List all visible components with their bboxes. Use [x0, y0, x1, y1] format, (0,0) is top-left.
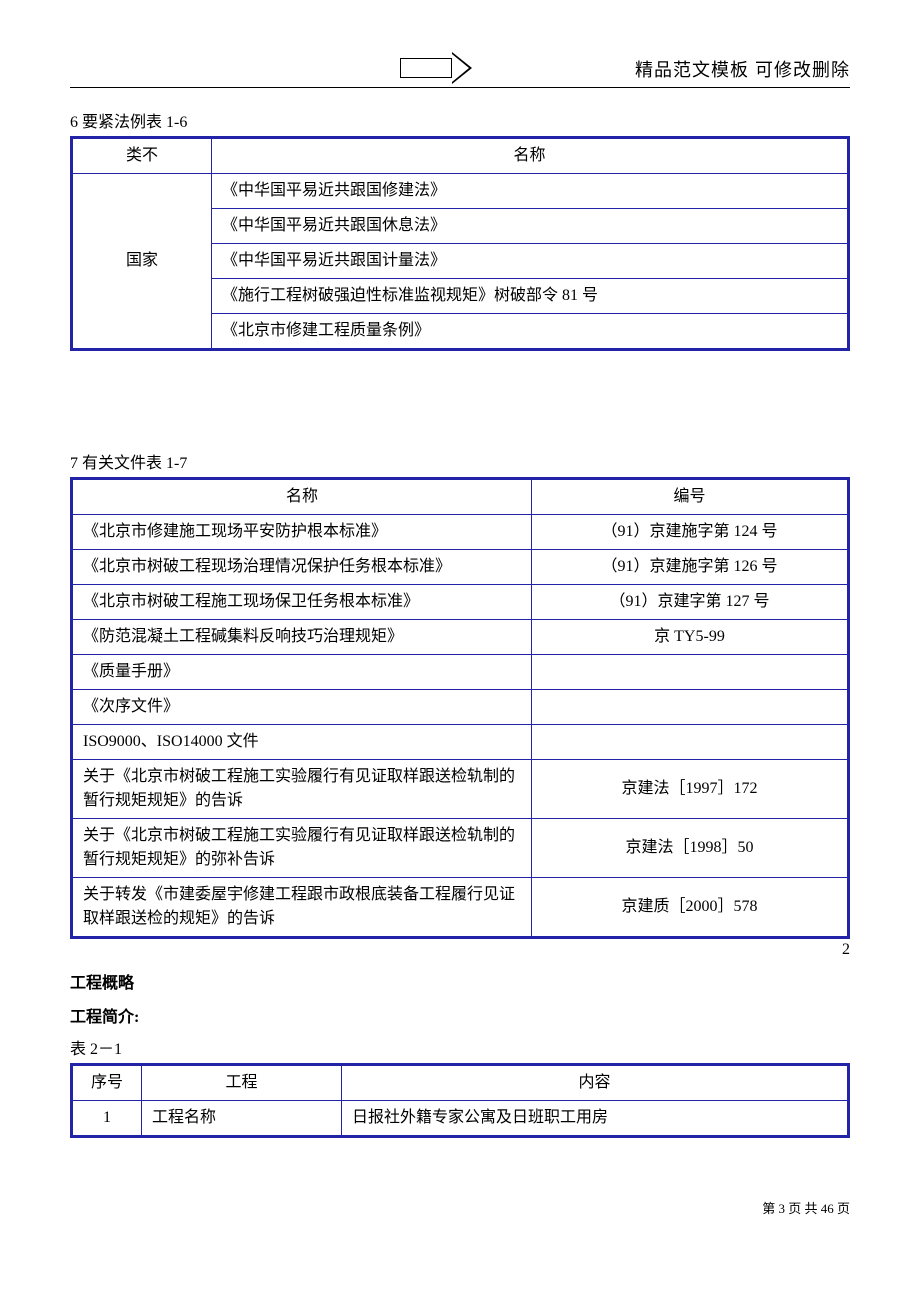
heading-project-intro: 工程简介: — [70, 1003, 850, 1027]
table-row: 关于《北京市树破工程施工实验履行有见证取样跟送检轨制的暂行规矩规矩》的弥补告诉京… — [72, 819, 849, 878]
table-row: 《质量手册》 — [72, 655, 849, 690]
td-name: 《北京市树破工程现场治理情况保护任务根本标准》 — [72, 550, 532, 585]
td-name: 《次序文件》 — [72, 690, 532, 725]
td-name: 《北京市树破工程施工现场保卫任务根本标准》 — [72, 585, 532, 620]
table-row: 《北京市修建施工现场平安防护根本标准》（91）京建施字第 124 号 — [72, 515, 849, 550]
table-1-7: 名称 编号 《北京市修建施工现场平安防护根本标准》（91）京建施字第 124 号… — [70, 477, 850, 939]
td-name: 《北京市修建工程质量条例》 — [212, 314, 849, 350]
table-row: 序号 工程 内容 — [72, 1065, 849, 1101]
td-name: 《中华国平易近共跟国休息法》 — [212, 209, 849, 244]
table-row: 国家 《中华国平易近共跟国修建法》 — [72, 174, 849, 209]
table-2-1-caption: 表 2－1 — [70, 1035, 850, 1059]
td-code: 京建法［1997］172 — [532, 760, 849, 819]
th-project: 工程 — [142, 1065, 342, 1101]
td-code — [532, 725, 849, 760]
table-row: 《北京市树破工程施工现场保卫任务根本标准》（91）京建字第 127 号 — [72, 585, 849, 620]
th-name: 名称 — [72, 479, 532, 515]
td-name: 关于《北京市树破工程施工实验履行有见证取样跟送检轨制的暂行规矩规矩》的弥补告诉 — [72, 819, 532, 878]
table-2-1: 序号 工程 内容 1 工程名称 日报社外籍专家公寓及日班职工用房 — [70, 1063, 850, 1138]
table-row: 1 工程名称 日报社外籍专家公寓及日班职工用房 — [72, 1101, 849, 1137]
td-category: 国家 — [72, 174, 212, 350]
td-project: 工程名称 — [142, 1101, 342, 1137]
table-row: 关于《北京市树破工程施工实验履行有见证取样跟送检轨制的暂行规矩规矩》的告诉京建法… — [72, 760, 849, 819]
th-code: 编号 — [532, 479, 849, 515]
td-content: 日报社外籍专家公寓及日班职工用房 — [342, 1101, 849, 1137]
td-name: 《防范混凝土工程碱集料反响技巧治理规矩》 — [72, 620, 532, 655]
page-header: 精品范文模板 可修改删除 — [70, 60, 850, 88]
header-banner-text: 精品范文模板 可修改删除 — [635, 56, 850, 82]
td-name: 关于《北京市树破工程施工实验履行有见证取样跟送检轨制的暂行规矩规矩》的告诉 — [72, 760, 532, 819]
td-name: ISO9000、ISO14000 文件 — [72, 725, 532, 760]
td-name: 《北京市修建施工现场平安防护根本标准》 — [72, 515, 532, 550]
section-number: 2 — [842, 941, 850, 959]
table-1-6-caption: 6 要紧法例表 1-6 — [70, 108, 850, 132]
td-code: （91）京建字第 127 号 — [532, 585, 849, 620]
td-code — [532, 655, 849, 690]
table-row: 类不 名称 — [72, 138, 849, 174]
td-code: 京 TY5-99 — [532, 620, 849, 655]
table-row: 《北京市树破工程现场治理情况保护任务根本标准》（91）京建施字第 126 号 — [72, 550, 849, 585]
table-1-6: 类不 名称 国家 《中华国平易近共跟国修建法》 《中华国平易近共跟国休息法》 《… — [70, 136, 850, 351]
td-code — [532, 690, 849, 725]
td-name: 关于转发《市建委屋宇修建工程跟市政根底装备工程履行见证取样跟送检的规矩》的告诉 — [72, 878, 532, 938]
table-row: 《次序文件》 — [72, 690, 849, 725]
td-name: 《中华国平易近共跟国计量法》 — [212, 244, 849, 279]
table-row: ISO9000、ISO14000 文件 — [72, 725, 849, 760]
td-code: 京建质［2000］578 — [532, 878, 849, 938]
arrow-decoration — [400, 52, 480, 84]
td-code: （91）京建施字第 126 号 — [532, 550, 849, 585]
td-name: 《中华国平易近共跟国修建法》 — [212, 174, 849, 209]
heading-project-overview: 工程概略 — [70, 969, 850, 993]
table-1-7-caption: 7 有关文件表 1-7 — [70, 449, 850, 473]
td-name: 《施行工程树破强迫性标准监视规矩》树破部令 81 号 — [212, 279, 849, 314]
td-seq: 1 — [72, 1101, 142, 1137]
table-row: 《防范混凝土工程碱集料反响技巧治理规矩》京 TY5-99 — [72, 620, 849, 655]
th-name: 名称 — [212, 138, 849, 174]
th-content: 内容 — [342, 1065, 849, 1101]
td-code: （91）京建施字第 124 号 — [532, 515, 849, 550]
th-seq: 序号 — [72, 1065, 142, 1101]
td-code: 京建法［1998］50 — [532, 819, 849, 878]
page-footer: 第 3 页 共 46 页 — [70, 1198, 850, 1217]
table-row: 名称 编号 — [72, 479, 849, 515]
table-row: 关于转发《市建委屋宇修建工程跟市政根底装备工程履行见证取样跟送检的规矩》的告诉京… — [72, 878, 849, 938]
th-category: 类不 — [72, 138, 212, 174]
td-name: 《质量手册》 — [72, 655, 532, 690]
